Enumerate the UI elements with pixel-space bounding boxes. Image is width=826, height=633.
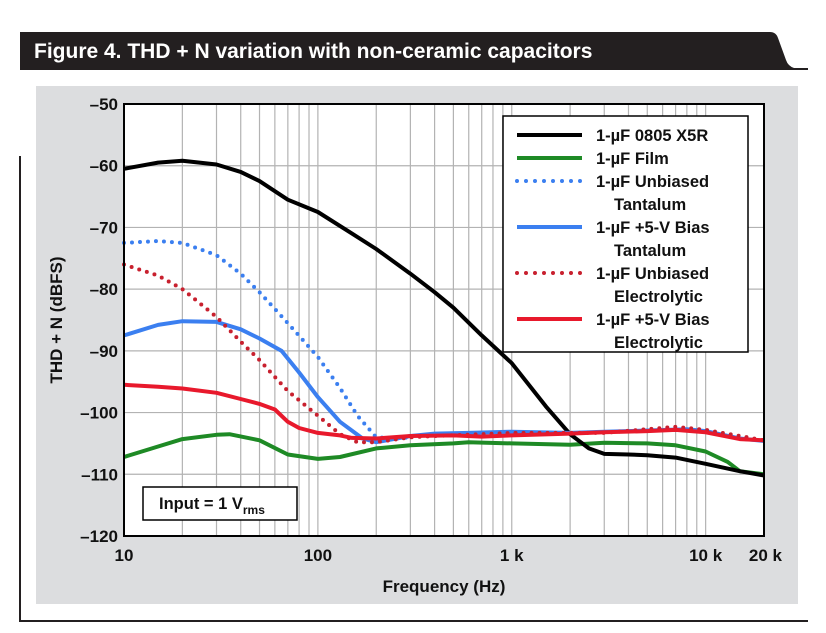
x-tick-label: 20 k [749, 546, 783, 565]
legend: 1-µF 0805 X5R 1-µF Film 1-µF Unbiased Tanta… [502, 115, 749, 353]
legend-label: Electrolytic [614, 288, 703, 306]
series-line [122, 239, 413, 441]
y-tick-label: –120 [80, 527, 118, 546]
legend-label: 1-µF 0805 X5R [596, 127, 708, 145]
x-axis-title: Frequency (Hz) [383, 577, 506, 596]
legend-box [502, 115, 749, 353]
legend-label: 1-µF Film [596, 150, 669, 168]
series-line [123, 432, 765, 477]
series-line [123, 382, 765, 443]
y-tick-label: –60 [90, 157, 118, 176]
legend-label: Tantalum [614, 242, 686, 260]
x-tick-label: 1 k [500, 546, 524, 565]
figure-title: Figure 4. THD + N variation with non-cer… [34, 40, 592, 63]
y-axis-title: THD + N (dBFS) [47, 256, 66, 383]
figure-header-bar [20, 32, 808, 70]
x-tick-label: 10 k [689, 546, 723, 565]
legend-label: 1-µF +5-V Bias [596, 311, 710, 329]
plot-border [123, 103, 765, 537]
y-tick-label: –110 [81, 465, 118, 484]
x-axis-ticks: 10 100 1 k 10 k 20 k [115, 546, 783, 565]
y-tick-label: –100 [80, 404, 118, 423]
series-line [123, 158, 765, 478]
legend-label: Electrolytic [614, 334, 703, 352]
y-tick-label: –70 [90, 218, 118, 237]
input-annotation-box [142, 486, 298, 521]
input-annotation-subscript: rms [243, 503, 265, 517]
input-annotation: Input = 1 Vrms [142, 486, 298, 521]
data-series [122, 158, 766, 478]
legend-label: Tantalum [614, 196, 686, 214]
x-tick-label: 100 [304, 546, 332, 565]
y-axis-ticks: –50 –60 –70 –80 –90 –100 –110 –120 [80, 95, 118, 546]
svg-text:Input = 1 Vrms: Input = 1 Vrms [159, 495, 265, 517]
legend-label: 1-µF +5-V Bias [596, 219, 710, 237]
x-tick-label: 10 [115, 546, 134, 565]
input-annotation-text: Input = 1 V [159, 495, 243, 513]
y-tick-label: –80 [90, 280, 118, 299]
y-tick-label: –50 [90, 95, 118, 114]
legend-label: 1-µF Unbiased [596, 265, 709, 283]
legend-label: 1-µF Unbiased [596, 173, 709, 191]
y-tick-label: –90 [90, 342, 118, 361]
